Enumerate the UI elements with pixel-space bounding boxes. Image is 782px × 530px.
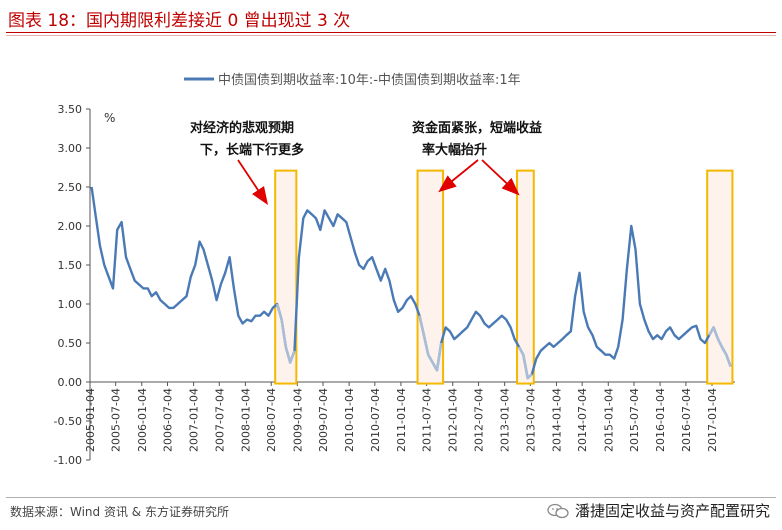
y-tick-label: 0.50	[58, 337, 83, 350]
y-tick-label: 3.50	[58, 103, 83, 116]
chart: 中债国债到期收益率:10年:-中债国债到期收益率:1年 % 3.50 3.00 2.…	[54, 72, 735, 467]
highlight-region	[516, 169, 535, 385]
y-tick-label: 3.00	[58, 142, 83, 155]
x-tick-label: 2016-07-04	[680, 388, 693, 452]
series-line-highlighted	[517, 346, 533, 380]
x-tick-label: 2005-07-04	[110, 388, 123, 452]
x-tick-label: 2014-07-04	[576, 388, 589, 452]
legend-label: 中债国债到期收益率:10年:-中债国债到期收益率:1年	[218, 72, 521, 88]
y-tick-label: -0.50	[54, 415, 82, 428]
y-tick-label: 1.00	[58, 298, 83, 311]
brand: 潘捷固定收益与资产配置研究	[547, 500, 770, 521]
x-tick-label: 2010-01-04	[343, 388, 356, 452]
highlight-region	[706, 169, 734, 385]
legend: 中债国债到期收益率:10年:-中债国债到期收益率:1年	[184, 72, 521, 88]
x-tick-label: 2008-01-04	[239, 388, 252, 452]
x-tick-label: 2009-07-04	[317, 388, 330, 452]
x-tick-label: 2006-01-04	[136, 388, 149, 452]
x-tick-label: 2013-01-04	[499, 388, 512, 452]
x-tick-label: 2017-01-04	[706, 388, 719, 452]
series-line-highlighted	[418, 315, 443, 372]
y-tick-label: -1.00	[54, 454, 82, 467]
x-tick-label: 2016-01-04	[654, 388, 667, 452]
highlight-regions	[274, 169, 734, 385]
axes: 3.50 3.00 2.50 2.00 1.50 1.00 0.50 0.00 -0.50 -1.…	[54, 103, 735, 467]
chart-title: 图表 18：国内期限利差接近 0 曾出现过 3 次	[8, 11, 351, 31]
x-tick-label: 2011-07-04	[421, 388, 434, 452]
y-tick-label: 2.50	[58, 181, 83, 194]
x-tick-label: 2006-07-04	[161, 388, 174, 452]
brand-name: 潘捷固定收益与资产配置研究	[574, 502, 770, 520]
x-tick-label: 2007-07-04	[213, 388, 226, 452]
annotation-text: 资金面紧张，短端收益	[412, 120, 542, 136]
x-tick-label: 2013-07-04	[524, 388, 537, 452]
annotation-arrow	[237, 159, 268, 205]
y-tick-label: 1.50	[58, 259, 83, 272]
x-tick-label: 2011-01-04	[395, 388, 408, 452]
annotation-arrow	[438, 159, 479, 193]
annotation-text: 对经济的悲观预期	[190, 120, 294, 136]
highlight-region	[416, 169, 445, 385]
x-tick-label: 2012-07-04	[473, 388, 486, 452]
series-line-highlighted	[275, 303, 296, 364]
data-source: 数据来源：Wind 资讯 & 东方证券研究所	[10, 505, 229, 519]
x-tick-label: 2007-01-04	[188, 388, 201, 452]
x-tick-label: 2009-01-04	[291, 388, 304, 452]
x-tick-label: 2012-01-04	[447, 388, 460, 452]
series-line	[90, 186, 732, 380]
highlight-region	[274, 169, 298, 385]
x-tick-label: 2014-01-04	[550, 388, 563, 452]
x-tick-label: 2015-01-04	[602, 388, 615, 452]
y-tick-label: 0.00	[58, 376, 83, 389]
wechat-icon	[547, 503, 569, 518]
x-tick-label: 2010-07-04	[369, 388, 382, 452]
y-tick-label: 2.00	[58, 220, 83, 233]
title-divider	[6, 32, 776, 33]
series-layer	[90, 186, 732, 380]
footer-divider	[6, 497, 776, 498]
annotation-text: 率大幅抬升	[422, 142, 487, 158]
annotation-arrow	[481, 159, 520, 196]
series-line-highlighted	[708, 326, 732, 367]
annotation-text: 下，长端下行更多	[200, 142, 304, 158]
title-divider-secondary	[6, 35, 776, 36]
x-tick-label: 2008-07-04	[265, 388, 278, 452]
x-tick-label: 2005-01-04	[84, 388, 97, 452]
x-tick-label: 2015-07-04	[628, 388, 641, 452]
y-unit-label: %	[104, 111, 115, 125]
